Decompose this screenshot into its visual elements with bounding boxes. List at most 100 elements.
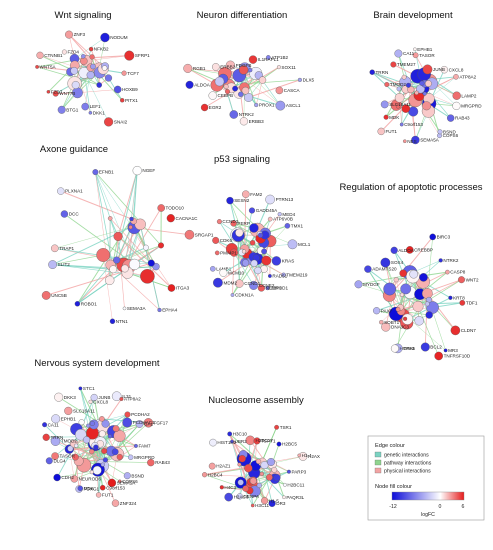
gene-label: HOXB9 bbox=[122, 87, 138, 92]
gene-node bbox=[53, 473, 61, 482]
gene-label: RAB43 bbox=[455, 116, 470, 121]
gene-label: STC1 bbox=[83, 386, 95, 391]
node-labels: ASCL1 PDGFB RGB1 NTRK2 IL1RAPL1 CEBPB ERBB3 ALD… bbox=[193, 55, 315, 124]
gene-node bbox=[253, 437, 261, 445]
gene-node bbox=[420, 342, 430, 352]
gene-label: PTRN13 bbox=[276, 197, 294, 202]
gene-node bbox=[237, 462, 242, 467]
gene-node bbox=[429, 233, 436, 241]
network-edge bbox=[102, 422, 149, 465]
gene-node bbox=[121, 70, 127, 76]
gene-node bbox=[219, 485, 224, 490]
gene-node bbox=[384, 82, 390, 87]
gene-label: BIRC3 bbox=[437, 235, 451, 240]
gene-node bbox=[123, 472, 131, 480]
gene-label: CCND1 bbox=[244, 281, 260, 286]
gene-label: PERP bbox=[237, 221, 250, 226]
gene-label: UBR2 bbox=[235, 439, 248, 444]
gene-node bbox=[113, 256, 121, 264]
legend: Edge colour genetic interactions pathway … bbox=[367, 435, 485, 521]
nodes bbox=[369, 47, 461, 145]
gene-node bbox=[401, 104, 411, 113]
gene-node bbox=[70, 67, 78, 75]
gene-node bbox=[241, 249, 247, 254]
gene-label: ALDOA bbox=[194, 82, 211, 87]
gene-node bbox=[230, 439, 234, 444]
gene-node bbox=[395, 104, 401, 109]
nodes bbox=[41, 166, 216, 324]
gene-label: MR3 bbox=[448, 348, 458, 353]
gene-node bbox=[445, 269, 450, 275]
gene-node bbox=[255, 458, 262, 465]
gene-node bbox=[129, 216, 134, 222]
gene-label: PROX1 bbox=[259, 103, 275, 108]
gene-node bbox=[92, 465, 102, 475]
gene-label: TMEM219 bbox=[286, 272, 308, 277]
gene-label: FGF17 bbox=[154, 420, 169, 425]
gene-label: CACNA1C bbox=[176, 216, 199, 221]
gene-node bbox=[157, 307, 162, 313]
gene-node bbox=[422, 64, 433, 75]
gene-label: UNC5B bbox=[51, 293, 67, 298]
gene-label: CLDN7 bbox=[461, 328, 477, 333]
gene-label: NFKB2 bbox=[94, 47, 109, 52]
gene-label: SEMA3A bbox=[127, 306, 147, 311]
network-edge bbox=[219, 221, 246, 264]
network-edge bbox=[60, 190, 132, 220]
gene-label: BTG1 bbox=[66, 107, 78, 112]
gene-node bbox=[71, 81, 80, 89]
gene-label: CXCL8 bbox=[449, 67, 464, 72]
gene-node bbox=[107, 478, 117, 488]
gene-label: SLC16A11 bbox=[73, 409, 95, 414]
gene-label: LAMP2 bbox=[461, 93, 477, 98]
gene-node bbox=[89, 449, 95, 455]
gene-label: NTRK2 bbox=[443, 258, 459, 263]
gene-node bbox=[399, 269, 407, 278]
gene-node bbox=[99, 484, 106, 491]
gene-node bbox=[267, 458, 275, 466]
gene-label: SEMA5A bbox=[117, 481, 137, 486]
network-edge bbox=[371, 71, 407, 90]
gene-node bbox=[257, 232, 264, 238]
gene-label: EPHB1 bbox=[61, 416, 77, 421]
gene-node bbox=[101, 65, 108, 71]
gene-node bbox=[208, 462, 216, 470]
gene-node bbox=[223, 84, 229, 90]
gene-label: PAX7 bbox=[381, 308, 393, 313]
gene-label: PMAIP1 bbox=[220, 251, 237, 256]
gene-node bbox=[425, 80, 432, 87]
gene-label: CASP8 bbox=[450, 270, 466, 275]
gene-label: WNT2 bbox=[466, 277, 479, 282]
gene-node bbox=[80, 54, 86, 59]
gene-node bbox=[248, 207, 256, 214]
gene-label: FOXG1 bbox=[84, 487, 100, 492]
network-edge bbox=[240, 94, 245, 122]
gene-node bbox=[266, 473, 273, 481]
gene-label: EPHA4 bbox=[162, 308, 178, 313]
gene-node bbox=[57, 105, 66, 114]
network-edge bbox=[233, 252, 254, 286]
gene-node bbox=[225, 89, 230, 95]
gene-node bbox=[437, 129, 443, 135]
network-edge bbox=[270, 456, 304, 463]
gene-node bbox=[78, 419, 85, 426]
gene-label: BCL2 bbox=[430, 345, 442, 350]
gene-node bbox=[297, 453, 301, 458]
gene-node bbox=[143, 244, 149, 251]
gene-node bbox=[210, 266, 216, 272]
gene-node bbox=[395, 306, 401, 312]
network-edge bbox=[139, 224, 160, 311]
network-edge bbox=[417, 306, 440, 357]
gene-label: GAL bbox=[144, 422, 154, 427]
gene-node bbox=[48, 260, 57, 269]
gene-node bbox=[265, 194, 275, 205]
gene-node bbox=[90, 63, 96, 70]
gene-node bbox=[101, 419, 110, 428]
gene-label: MDK bbox=[84, 486, 95, 491]
gene-node bbox=[166, 214, 175, 223]
gene-node bbox=[96, 82, 102, 88]
gene-label: MCL1 bbox=[298, 242, 311, 247]
